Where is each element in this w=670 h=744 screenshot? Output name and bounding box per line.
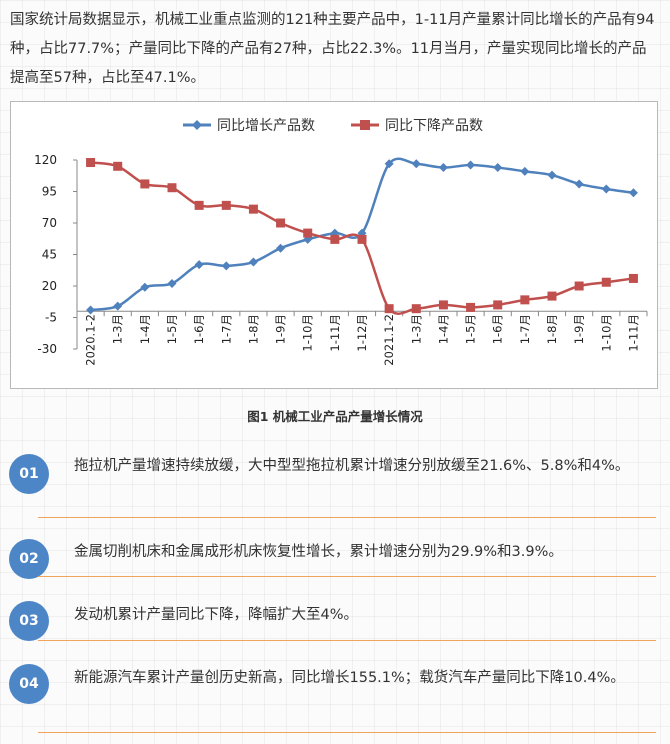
data-point-1 <box>330 234 340 244</box>
x-tick-label: 2021.1-2 <box>382 314 396 366</box>
item-text: 新能源汽车累计产量创历史新高，同比增长155.1%；载货汽车产量同比下降10.4… <box>74 670 625 686</box>
x-tick-label: 1-9月 <box>274 314 288 344</box>
data-point-0 <box>628 188 638 198</box>
x-tick-label: 1-7月 <box>219 314 233 344</box>
data-point-0 <box>276 243 286 253</box>
x-tick-label: 2020.1-2 <box>84 314 98 366</box>
x-tick-label: 1-11月 <box>328 314 342 352</box>
line-chart: 同比增长产品数 同比下降产品数 120 95 70 45 20 -5 -30 2020.1-2 1-… <box>34 118 648 366</box>
y-tick-label: 95 <box>42 185 57 199</box>
x-tick-label: 1-6月 <box>192 314 206 344</box>
data-point-1 <box>221 200 231 210</box>
data-point-0 <box>520 166 530 176</box>
data-point-1 <box>113 161 123 171</box>
data-point-1 <box>167 183 177 193</box>
x-tick-label: 1-12月 <box>355 314 369 352</box>
data-point-1 <box>411 304 421 314</box>
x-tick-label: 1-9月 <box>572 314 586 344</box>
legend-label-1: 同比下降产品数 <box>385 118 483 134</box>
data-point-0 <box>574 179 584 189</box>
x-tick-label: 1-3月 <box>111 314 125 344</box>
x-tick-label: 1-4月 <box>138 314 152 344</box>
y-tick-label: -30 <box>37 342 57 356</box>
data-point-0 <box>113 301 123 311</box>
item-number-badge: 04 <box>9 664 49 704</box>
data-point-0 <box>167 278 177 288</box>
data-point-1 <box>466 302 476 312</box>
data-point-0 <box>601 184 611 194</box>
x-tick-label: 1-10月 <box>599 314 613 352</box>
y-tick-label: 70 <box>42 216 57 230</box>
data-point-1 <box>303 228 313 238</box>
item-divider <box>38 517 656 518</box>
x-tick-label: 1-6月 <box>491 314 505 344</box>
x-tick-label: 1-10月 <box>301 314 315 352</box>
y-tick-label: 20 <box>42 279 57 293</box>
item-text: 拖拉机产量增速持续放缓，大中型型拖拉机累计增速分别放缓至21.6%、5.8%和4… <box>74 458 630 474</box>
data-point-0 <box>411 159 421 169</box>
y-tick-label: -5 <box>45 311 57 325</box>
chart-caption: 图1 机械工业产品产量增长情况 <box>247 409 423 424</box>
data-point-1 <box>384 304 394 314</box>
data-point-1 <box>493 300 503 310</box>
legend-label-0: 同比增长产品数 <box>217 118 315 134</box>
x-tick-label: 1-8月 <box>246 314 260 344</box>
item-number-badge: 01 <box>9 454 49 494</box>
data-point-0 <box>438 163 448 173</box>
legend-marker-1 <box>360 120 370 130</box>
item-text: 金属切削机床和金属成形机床恢复性增长，累计增速分别为29.9%和3.9%。 <box>74 544 563 560</box>
data-point-1 <box>547 291 557 301</box>
data-point-1 <box>276 218 286 228</box>
data-point-0 <box>221 261 231 271</box>
item-divider <box>38 640 656 641</box>
x-tick-label: 1-8月 <box>545 314 559 344</box>
x-tick-label: 1-7月 <box>518 314 532 344</box>
data-point-0 <box>384 159 394 169</box>
data-point-0 <box>140 282 150 292</box>
data-point-1 <box>438 300 448 310</box>
data-point-0 <box>248 257 258 267</box>
data-point-1 <box>574 281 584 291</box>
x-tick-label: 1-3月 <box>409 314 423 344</box>
data-point-0 <box>493 163 503 173</box>
item-number-badge: 03 <box>9 601 49 641</box>
data-point-1 <box>140 179 150 189</box>
data-point-0 <box>86 305 96 315</box>
item-divider <box>38 576 656 577</box>
item-text: 发动机累计产量同比下降，降幅扩大至4%。 <box>74 607 359 623</box>
data-point-1 <box>520 295 530 305</box>
data-point-0 <box>547 170 557 180</box>
data-point-1 <box>357 234 367 244</box>
y-tick-label: 120 <box>34 153 57 167</box>
data-point-1 <box>194 200 204 210</box>
data-point-0 <box>466 160 476 170</box>
x-tick-label: 1-11月 <box>626 314 640 352</box>
x-tick-label: 1-4月 <box>436 314 450 344</box>
data-point-1 <box>86 158 96 168</box>
item-number-badge: 02 <box>9 539 49 579</box>
data-point-1 <box>601 277 611 287</box>
y-tick-label: 45 <box>42 248 57 262</box>
data-point-1 <box>628 273 638 283</box>
item-divider <box>38 732 656 733</box>
data-point-0 <box>194 260 204 270</box>
x-tick-label: 1-5月 <box>165 314 179 344</box>
legend-marker-0 <box>192 120 202 130</box>
data-point-1 <box>248 204 258 214</box>
x-tick-label: 1-5月 <box>464 314 478 344</box>
intro-paragraph: 国家统计局数据显示，机械工业重点监测的121种主要产品中，1-11月产量累计同比… <box>10 12 655 86</box>
chart-container: 同比增长产品数 同比下降产品数 120 95 70 45 20 -5 -30 2020.1-2 1-… <box>10 101 658 389</box>
